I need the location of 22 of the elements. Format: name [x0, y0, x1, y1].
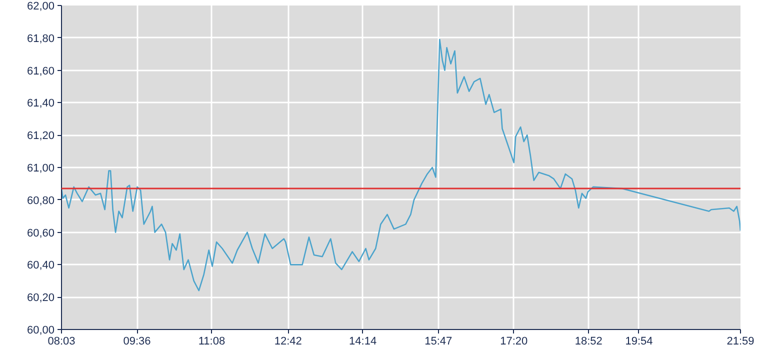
y-tick-label: 61,20: [26, 130, 55, 142]
x-tick-label: 21:59: [726, 336, 754, 348]
x-tick-label: 18:52: [574, 336, 602, 348]
y-tick-label: 62,00: [26, 0, 55, 12]
y-tick-label: 60,20: [26, 292, 55, 304]
x-tick-label: 11:08: [198, 336, 226, 348]
x-tick-label: 14:14: [349, 336, 377, 348]
x-tick-label: 19:54: [625, 336, 653, 348]
x-tick-label: 12:42: [274, 336, 302, 348]
y-tick-label: 60,40: [26, 260, 55, 272]
x-tick-label: 09:36: [123, 336, 151, 348]
y-tick-label: 61,80: [26, 32, 55, 45]
y-tick-label: 61,40: [26, 98, 55, 110]
x-tick-label: 08:03: [48, 336, 76, 348]
x-tick-label: 17:20: [500, 336, 528, 348]
y-tick-label: 61,00: [26, 162, 55, 174]
y-tick-label: 60,00: [26, 324, 55, 336]
line-series: [62, 38, 740, 292]
y-tick-label: 60,60: [26, 227, 55, 240]
x-tick-label: 15:47: [424, 336, 452, 348]
y-tick-label: 60,80: [26, 194, 55, 207]
y-tick-label: 61,60: [26, 65, 55, 78]
